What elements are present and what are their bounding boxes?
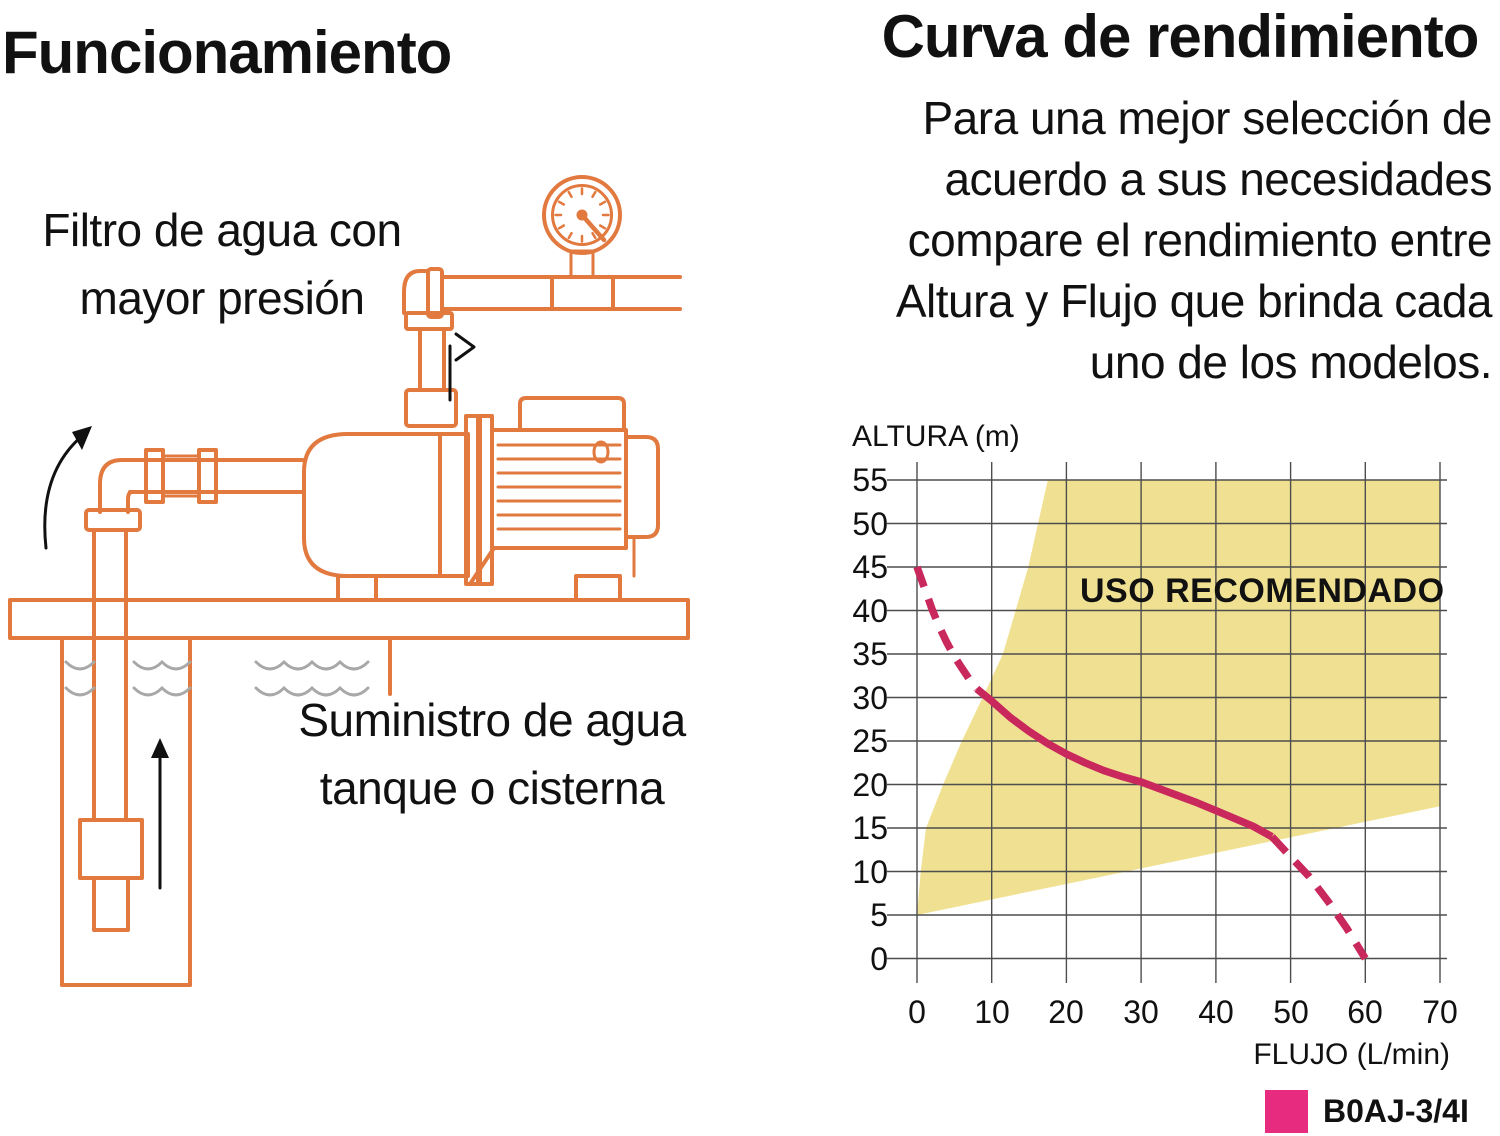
- paragraph-line: Para una mejor selección de: [922, 92, 1493, 144]
- y-tick-label: 10: [852, 854, 888, 890]
- supply-label-line1: Suministro de agua: [298, 694, 686, 746]
- discharge-pipe: [402, 267, 682, 428]
- x-tick-label: 0: [908, 994, 926, 1030]
- gauge-tick: [557, 224, 566, 230]
- pump-diagram: [8, 175, 690, 987]
- paragraph-line: uno de los modelos.: [1089, 336, 1493, 388]
- gauge-tick: [591, 231, 597, 240]
- paragraph-line: Altura y Flujo que brinda cada: [895, 275, 1493, 327]
- right-panel-title: Curva de rendimiento: [881, 3, 1480, 70]
- gauge-tick: [557, 200, 566, 206]
- up-right-flow-arrow-icon: [448, 332, 476, 402]
- recommended-region-label: USO RECOMENDADO: [1080, 572, 1445, 610]
- y-tick-label: 55: [852, 462, 888, 498]
- x-tick-label: 20: [1048, 994, 1084, 1030]
- flow-arrows: [43, 332, 476, 890]
- filter-label-line2: mayor presión: [79, 272, 365, 324]
- y-axis-title: ALTURA (m): [852, 420, 1020, 453]
- gauge-tick: [591, 190, 597, 199]
- x-tick-label: 10: [974, 994, 1010, 1030]
- y-tick-label: 0: [870, 941, 888, 977]
- y-tick-label: 45: [852, 549, 888, 585]
- well-up-arrow-icon: [151, 738, 169, 890]
- y-tick-label: 5: [870, 897, 888, 933]
- foot-valve: [78, 818, 144, 932]
- pump-body: [302, 396, 660, 602]
- chart-legend: B0AJ-3/4I: [1265, 1090, 1469, 1133]
- gauge-tick: [567, 190, 573, 199]
- performance-chart: [887, 462, 1447, 983]
- y-tick-label: 25: [852, 723, 888, 759]
- x-tick-label: 40: [1198, 994, 1234, 1030]
- right-panel-paragraph: Para una mejor selección de acuerdo a su…: [820, 88, 1493, 393]
- legend-series-label: B0AJ-3/4I: [1323, 1093, 1469, 1129]
- supply-label-line2: tanque o cisterna: [319, 762, 665, 814]
- performance-curve-dashed: [1269, 834, 1369, 961]
- gauge-tick: [598, 200, 607, 206]
- paragraph-line: compare el rendimiento entre: [907, 214, 1493, 266]
- x-tick-label: 70: [1422, 994, 1458, 1030]
- x-axis-title: FLUJO (L/min): [1253, 1038, 1450, 1071]
- x-tick-label: 30: [1123, 994, 1159, 1030]
- y-tick-label: 30: [852, 680, 888, 716]
- platform: [8, 598, 690, 640]
- water-waves: [64, 659, 370, 697]
- x-tick-label: 50: [1273, 994, 1309, 1030]
- y-tick-label: 15: [852, 810, 888, 846]
- filter-label: Filtro de agua con mayor presión: [26, 196, 418, 332]
- paragraph-line: acuerdo a sus necesidades: [944, 153, 1492, 205]
- y-tick-label: 35: [852, 636, 888, 672]
- left-panel-title: Funcionamiento: [2, 19, 452, 86]
- cistern-well: [60, 636, 392, 987]
- gauge-tick: [598, 224, 607, 230]
- pressure-gauge-icon: [542, 175, 622, 279]
- performance-curve-solid: [974, 685, 1274, 840]
- suction-pipe: [84, 448, 306, 822]
- curved-flow-arrow-icon: [43, 426, 92, 550]
- supply-label: Suministro de agua tanque o cisterna: [292, 686, 692, 822]
- y-tick-label: 40: [852, 593, 888, 629]
- legend-swatch: [1265, 1090, 1308, 1133]
- gauge-tick: [567, 231, 573, 240]
- x-tick-label: 60: [1347, 994, 1383, 1030]
- y-tick-label: 20: [852, 767, 888, 803]
- filter-label-line1: Filtro de agua con: [42, 204, 402, 256]
- y-tick-label: 50: [852, 506, 888, 542]
- performance-curve-dashed: [913, 565, 980, 692]
